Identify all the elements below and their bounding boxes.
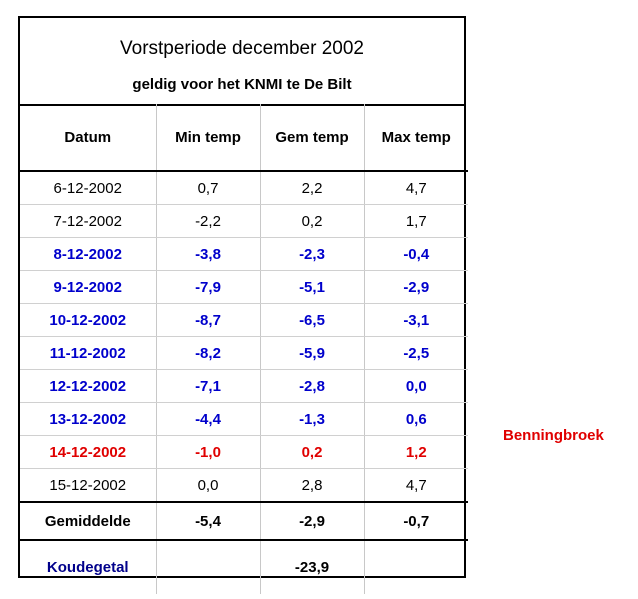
table-row: 13-12-2002 -4,4 -1,3 0,6 — [20, 402, 468, 436]
max-cell: -2,9 — [364, 270, 468, 304]
table-row: 7-12-2002 -2,2 0,2 1,7 — [20, 204, 468, 238]
avg-cell: -5,1 — [260, 270, 365, 304]
table-row: 15-12-2002 0,0 2,8 4,7 — [20, 468, 468, 503]
max-cell: 4,7 — [364, 171, 468, 205]
min-cell: -7,9 — [156, 270, 261, 304]
title-block: Vorstperiode december 2002 geldig voor h… — [20, 18, 464, 106]
avg-cell: -2,3 — [260, 237, 365, 271]
table-row: 14-12-2002 -1,0 0,2 1,2 — [20, 435, 468, 469]
date-cell: 8-12-2002 — [20, 237, 157, 271]
date-cell: 6-12-2002 — [20, 171, 157, 205]
date-cell: 9-12-2002 — [20, 270, 157, 304]
min-cell: -7,1 — [156, 369, 261, 403]
max-cell: -3,1 — [364, 303, 468, 337]
koudegetal-empty-cell — [364, 540, 468, 594]
min-cell: 0,7 — [156, 171, 261, 205]
max-cell: 0,0 — [364, 369, 468, 403]
koudegetal-value: -23,9 — [260, 540, 365, 594]
table-row: 6-12-2002 0,7 2,2 4,7 — [20, 171, 468, 205]
header-row: Datum Min temp Gem temp Max temp — [20, 104, 468, 172]
temperature-table: Datum Min temp Gem temp Max temp 6-12-20… — [20, 104, 468, 594]
min-cell: 0,0 — [156, 468, 261, 503]
date-cell: 15-12-2002 — [20, 468, 157, 503]
avg-cell: -1,3 — [260, 402, 365, 436]
header-gem-temp: Gem temp — [260, 104, 365, 172]
avg-cell: 2,8 — [260, 468, 365, 503]
avg-cell: 2,2 — [260, 171, 365, 205]
table-row: 11-12-2002 -8,2 -5,9 -2,5 — [20, 336, 468, 370]
table-row: 9-12-2002 -7,9 -5,1 -2,9 — [20, 270, 468, 304]
table-title: Vorstperiode december 2002 — [120, 38, 364, 59]
header-datum: Datum — [20, 104, 157, 172]
min-cell: -4,4 — [156, 402, 261, 436]
average-label: Gemiddelde — [20, 502, 157, 541]
avg-cell: 0,2 — [260, 435, 365, 469]
table-subtitle: geldig voor het KNMI te De Bilt — [132, 76, 352, 93]
location-note: Benningbroek — [503, 427, 604, 444]
date-cell: 14-12-2002 — [20, 435, 157, 469]
average-min: -5,4 — [156, 502, 261, 541]
avg-cell: -6,5 — [260, 303, 365, 337]
average-row: Gemiddelde -5,4 -2,9 -0,7 — [20, 502, 468, 541]
max-cell: 4,7 — [364, 468, 468, 503]
max-cell: -2,5 — [364, 336, 468, 370]
koudegetal-empty-cell — [156, 540, 261, 594]
header-max-temp: Max temp — [364, 104, 468, 172]
date-cell: 7-12-2002 — [20, 204, 157, 238]
max-cell: 1,2 — [364, 435, 468, 469]
min-cell: -1,0 — [156, 435, 261, 469]
table-row: 12-12-2002 -7,1 -2,8 0,0 — [20, 369, 468, 403]
koudegetal-row: Koudegetal -23,9 — [20, 540, 468, 594]
koudegetal-label: Koudegetal — [20, 540, 157, 594]
avg-cell: -2,8 — [260, 369, 365, 403]
min-cell: -2,2 — [156, 204, 261, 238]
date-cell: 10-12-2002 — [20, 303, 157, 337]
min-cell: -3,8 — [156, 237, 261, 271]
max-cell: -0,4 — [364, 237, 468, 271]
max-cell: 0,6 — [364, 402, 468, 436]
avg-cell: -5,9 — [260, 336, 365, 370]
max-cell: 1,7 — [364, 204, 468, 238]
min-cell: -8,7 — [156, 303, 261, 337]
min-cell: -8,2 — [156, 336, 261, 370]
avg-cell: 0,2 — [260, 204, 365, 238]
average-max: -0,7 — [364, 502, 468, 541]
date-cell: 12-12-2002 — [20, 369, 157, 403]
temperature-table-frame: Vorstperiode december 2002 geldig voor h… — [18, 16, 468, 594]
date-cell: 11-12-2002 — [20, 336, 157, 370]
average-avg: -2,9 — [260, 502, 365, 541]
table-row: 10-12-2002 -8,7 -6,5 -3,1 — [20, 303, 468, 337]
header-min-temp: Min temp — [156, 104, 261, 172]
date-cell: 13-12-2002 — [20, 402, 157, 436]
table-row: 8-12-2002 -3,8 -2,3 -0,4 — [20, 237, 468, 271]
